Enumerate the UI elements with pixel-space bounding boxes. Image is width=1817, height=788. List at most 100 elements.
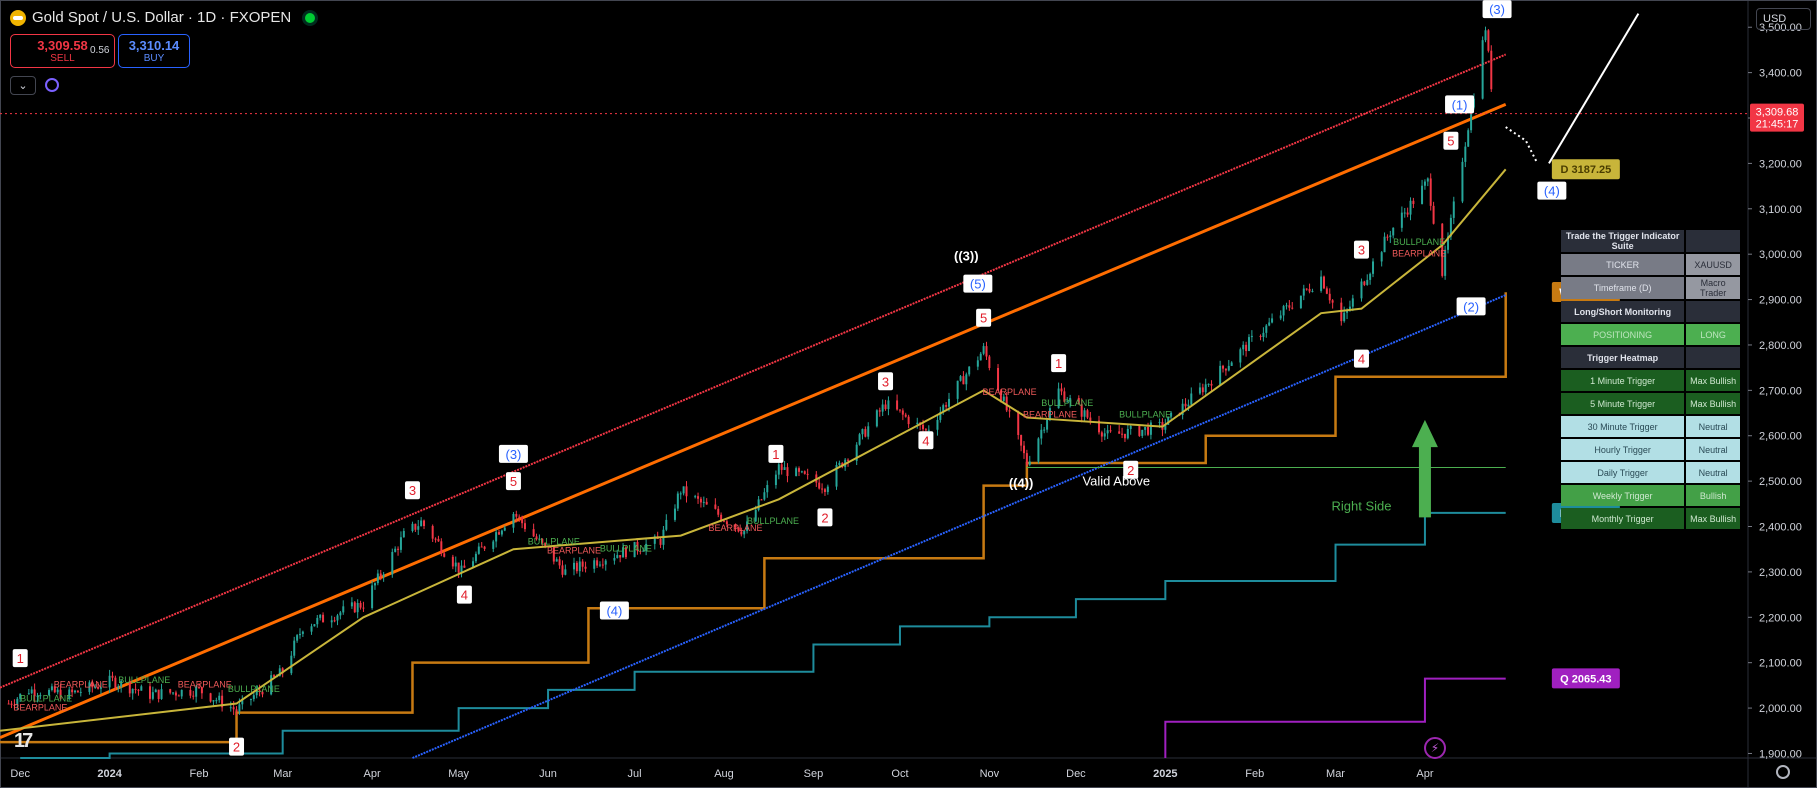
wave-label: (5) bbox=[970, 277, 986, 292]
candle-body bbox=[180, 689, 183, 697]
candle-body bbox=[639, 550, 642, 552]
candle-body bbox=[760, 499, 763, 501]
candle-body bbox=[838, 462, 841, 466]
indicator-row: Monthly Trigger Max Bullish bbox=[1561, 508, 1740, 529]
price-tag-label: Q 2065.43 bbox=[1560, 673, 1611, 685]
wave-label-box bbox=[963, 274, 993, 293]
candle-body bbox=[968, 366, 971, 375]
candle-body bbox=[780, 464, 783, 470]
y-tick-label: 1,900.00 bbox=[1759, 748, 1802, 760]
candle-body bbox=[936, 419, 939, 430]
candle-body bbox=[16, 698, 19, 705]
candle-body bbox=[823, 489, 826, 492]
candle-body bbox=[1103, 433, 1106, 437]
candle-body bbox=[1181, 403, 1184, 415]
candle-body bbox=[151, 692, 154, 699]
buy-price: 3,310.14 bbox=[128, 38, 180, 53]
candle-body bbox=[91, 682, 94, 688]
candle-body bbox=[198, 687, 201, 689]
candle-body bbox=[477, 546, 480, 554]
candle-body bbox=[7, 703, 10, 705]
candle-body bbox=[1060, 388, 1063, 392]
candle-body bbox=[558, 559, 561, 566]
collapse-button[interactable]: ⌄ bbox=[10, 76, 36, 95]
refresh-icon[interactable] bbox=[45, 78, 59, 92]
candle-body bbox=[942, 405, 945, 412]
buy-button[interactable]: 3,310.14 BUY bbox=[118, 34, 190, 68]
candle-body bbox=[939, 411, 942, 420]
indicator-row: Trade the Trigger Indicator Suite bbox=[1561, 230, 1740, 252]
candle-body bbox=[1380, 252, 1383, 262]
plane-label: BULLPLANE bbox=[1041, 398, 1093, 408]
candle-body bbox=[500, 530, 503, 535]
wave-label: 2 bbox=[821, 510, 828, 525]
candle-body bbox=[1461, 161, 1464, 202]
candle-body bbox=[1299, 295, 1302, 309]
candle-body bbox=[564, 569, 567, 575]
candle-body bbox=[296, 635, 299, 641]
candle-body bbox=[1262, 332, 1265, 338]
candle-body bbox=[411, 523, 414, 531]
currency-selector[interactable]: USD bbox=[1756, 8, 1811, 30]
indicator-cell-left: Trade the Trigger Indicator Suite bbox=[1561, 230, 1685, 252]
x-tick-label: 2024 bbox=[97, 768, 122, 780]
candle-body bbox=[235, 709, 238, 712]
candle-body bbox=[128, 680, 131, 694]
candle-body bbox=[1037, 438, 1040, 462]
candle-body bbox=[134, 688, 137, 690]
candle-body bbox=[261, 691, 264, 695]
wave-label: 4 bbox=[461, 588, 468, 603]
wave-label: 4 bbox=[1358, 352, 1365, 367]
bolt-icon[interactable]: ⚡ bbox=[1424, 737, 1446, 759]
projection-dots bbox=[1505, 126, 1539, 164]
candle-body bbox=[867, 426, 870, 437]
candle-body bbox=[717, 508, 720, 515]
candle-body bbox=[699, 498, 702, 503]
x-tick-label: May bbox=[448, 768, 469, 780]
candle-body bbox=[434, 538, 437, 540]
candle-body bbox=[30, 689, 33, 694]
settings-gear-icon[interactable] bbox=[1776, 765, 1790, 779]
candle-body bbox=[1282, 306, 1285, 316]
candle-body bbox=[573, 562, 576, 570]
symbol-title[interactable]: Gold Spot / U.S. Dollar · 1D · FXOPEN bbox=[32, 9, 292, 26]
candle-body bbox=[1268, 322, 1271, 326]
candle-body bbox=[39, 695, 42, 697]
indicator-cell-left: Timeframe (D) bbox=[1561, 277, 1685, 299]
candle-body bbox=[1210, 383, 1213, 386]
candle-body bbox=[310, 626, 313, 632]
indicator-row: 30 Minute Trigger Neutral bbox=[1561, 416, 1740, 437]
channel-bottom-line bbox=[412, 294, 1507, 759]
buy-label: BUY bbox=[143, 53, 165, 64]
candle-body bbox=[1467, 130, 1470, 147]
candle-body bbox=[137, 689, 140, 691]
candle-body bbox=[1022, 445, 1025, 454]
indicator-cell-left: POSITIONING bbox=[1561, 324, 1685, 345]
candle-body bbox=[402, 530, 405, 538]
candle-body bbox=[474, 553, 477, 562]
candle-body bbox=[1164, 424, 1167, 430]
candle-body bbox=[290, 655, 293, 674]
candle-body bbox=[330, 620, 333, 623]
wave-label: 4 bbox=[922, 433, 929, 448]
sell-button[interactable]: 3,309.58 SELL bbox=[10, 34, 115, 68]
candle-body bbox=[1363, 281, 1366, 285]
candle-body bbox=[1343, 312, 1346, 322]
candle-body bbox=[423, 520, 426, 527]
tradingview-logo-icon[interactable]: 17 bbox=[14, 730, 33, 752]
logo-icon bbox=[10, 9, 26, 26]
candle-body bbox=[1320, 276, 1323, 291]
indicator-cell-left: Long/Short Monitoring bbox=[1561, 301, 1685, 322]
y-tick-label: 2,900.00 bbox=[1759, 295, 1802, 307]
candle-body bbox=[301, 631, 304, 634]
right-side-arrow bbox=[1411, 419, 1438, 518]
candle-body bbox=[281, 668, 284, 674]
plane-label: BEARPLANE bbox=[1392, 248, 1446, 258]
candle-body bbox=[535, 536, 538, 540]
indicator-row: TICKER XAUUSD bbox=[1561, 254, 1740, 275]
candle-body bbox=[1149, 422, 1152, 435]
candle-body bbox=[1230, 362, 1233, 366]
plane-label: BULLPLANE bbox=[1119, 410, 1171, 420]
candle-body bbox=[1392, 227, 1395, 236]
